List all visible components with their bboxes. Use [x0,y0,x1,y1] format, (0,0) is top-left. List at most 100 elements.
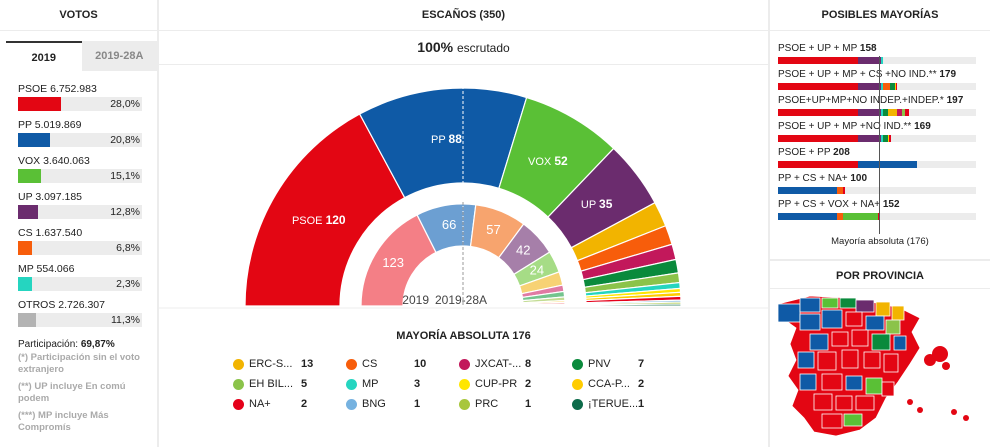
tab-2019[interactable]: 2019 [6,41,82,71]
province[interactable] [851,329,869,347]
vote-bar [18,241,32,255]
island-province[interactable] [951,409,957,415]
legend-item: MP 3 [346,376,456,392]
province[interactable] [821,297,839,309]
vote-row: PSOE 6.752.983 28,0% [18,82,142,118]
province[interactable] [863,351,881,369]
seat-label: PSOE 120 [292,213,346,227]
majority-total: 208 [833,147,850,158]
majority-bar [778,57,976,64]
province[interactable] [885,319,901,335]
majority-total: 169 [914,121,931,132]
footnote: (**) UP incluye En comú podem [18,381,126,404]
vote-row: MP 554.066 2,3% [18,262,142,298]
island-province[interactable] [932,346,948,362]
province[interactable] [855,299,875,313]
majority-segment [888,135,890,142]
footnotes: (*) Participación sin el voto extranjero… [18,352,150,439]
province[interactable] [839,297,857,309]
province[interactable] [855,395,875,411]
vote-bar [18,97,62,111]
year-tabs: 2019 2019-28A [6,41,157,71]
province[interactable] [831,331,849,347]
majority-label: PSOE + UP + MP + CS +NO IND.** 179 [778,69,957,80]
province[interactable] [845,311,863,327]
province[interactable] [883,353,899,373]
majority-segment [888,109,897,116]
legend-dot [572,399,583,410]
province[interactable] [821,309,843,329]
vote-party-label: OTROS 2.726.307 [18,299,105,311]
majority-segment [858,135,882,142]
province[interactable] [843,413,863,427]
province[interactable] [799,373,817,391]
province[interactable] [893,335,907,351]
seat-segment[interactable] [522,304,566,307]
legend-party: MP [362,378,379,390]
majority-bar [778,161,976,168]
majority-segment [858,161,917,168]
province[interactable] [865,315,885,331]
vote-bar-track: 11,3% [18,313,142,327]
majority-segment [878,213,880,220]
vote-bar-track: 12,8% [18,205,142,219]
province[interactable] [817,351,837,371]
majority-label: PSOE+UP+MP+NO INDEP.+INDEP.* 197 [778,95,964,106]
province[interactable] [891,305,905,321]
island-province[interactable] [942,362,950,370]
legend-dot [459,359,470,370]
hemicycle-year-label: 2019-28A [435,293,487,307]
province[interactable] [813,393,833,411]
province[interactable] [841,349,859,369]
vote-bar [18,313,36,327]
island-province[interactable] [917,407,923,413]
province[interactable] [809,333,829,351]
seat-segment[interactable] [585,303,682,307]
province-map[interactable] [770,290,990,447]
province[interactable] [797,351,815,369]
vote-row: VOX 3.640.063 15,1% [18,154,142,190]
majority-total: 179 [939,69,957,80]
legend-item: JXCAT-... 8 [459,356,569,372]
province[interactable] [821,373,843,391]
legend-party: PRC [475,398,499,410]
votes-panel: VOTOS 2019 2019-28A PSOE 6.752.983 28,0% P… [0,0,157,447]
participation-value: 69,87% [80,339,115,350]
vote-row: CS 1.637.540 6,8% [18,226,142,262]
province[interactable] [799,297,821,313]
majority-row: PSOE+UP+MP+NO INDEP.+INDEP.* 197 [778,94,978,120]
vote-party-label: VOX 3.640.063 [18,155,90,167]
island-province[interactable] [907,399,913,405]
vote-row: UP 3.097.185 12,8% [18,190,142,226]
legend-item: ¡TERUE... 1 [572,396,682,412]
vote-bar [18,277,32,291]
vote-percent: 15,1% [110,170,140,182]
legend-seats: 2 [525,378,532,390]
vote-bar-track: 6,8% [18,241,142,255]
island-province[interactable] [963,415,969,421]
vote-bar-track: 20,8% [18,133,142,147]
majority-segment [881,135,884,142]
province[interactable] [845,375,863,391]
legend-party: ERC-S... [249,358,293,370]
majority-bar [778,213,976,220]
legend-dot [459,379,470,390]
seat-segment[interactable] [244,113,406,307]
majority-row: PP + CS + VOX + NA+ 152 [778,198,978,224]
province[interactable] [777,303,801,323]
province[interactable] [799,313,821,331]
province[interactable] [835,395,853,411]
province[interactable] [875,301,891,317]
majority-row: PSOE + UP + MP 158 [778,42,978,68]
seat-label: 57 [486,222,500,237]
majority-label: PSOE + UP + MP +NO IND.** 169 [778,121,931,132]
majority-segment [902,109,906,116]
tab-2019-28a[interactable]: 2019-28A [81,41,157,71]
province[interactable] [821,413,843,429]
majority-segment [881,83,884,90]
vote-bar-track: 15,1% [18,169,142,183]
province[interactable] [881,381,895,397]
province[interactable] [865,377,883,395]
province[interactable] [871,333,891,351]
